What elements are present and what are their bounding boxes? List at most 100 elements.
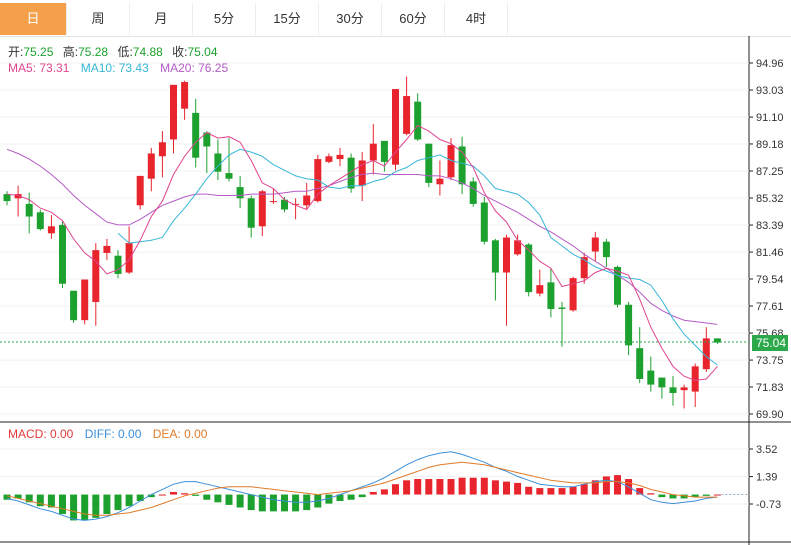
- macd-bar: [680, 494, 688, 499]
- candle-body: [658, 377, 666, 388]
- candle-body: [103, 245, 111, 253]
- candle-body: [514, 240, 522, 255]
- candle-body: [680, 387, 688, 391]
- macd-bar: [392, 484, 399, 495]
- kline-chart-svg: 94.96 93.03 91.10 89.18 87.25 85.32 83.39 81.46…: [0, 36, 791, 545]
- ma20-label: MA20: 76.25: [160, 61, 228, 75]
- macd-bar: [403, 480, 411, 495]
- macd-bar: [247, 494, 255, 511]
- macd-label: MACD: 0.00: [8, 427, 74, 441]
- candle-body: [225, 173, 233, 179]
- candle-body: [702, 338, 710, 370]
- macd-bar: [170, 491, 177, 495]
- macd-tick-label: 3.52: [756, 444, 777, 456]
- ohlc-readout: 开:75.25 高:75.28 低:74.88 收:75.04: [8, 44, 218, 59]
- candle-body: [136, 175, 144, 206]
- macd-bar: [347, 494, 355, 500]
- macd-bar: [436, 479, 444, 495]
- candle-body: [281, 199, 288, 210]
- macd-bar: [358, 494, 366, 498]
- macd-bar: [236, 494, 244, 508]
- candle-body: [214, 153, 222, 172]
- candle-body: [580, 257, 588, 279]
- macd-bar: [691, 494, 699, 498]
- macd-bar: [92, 494, 100, 518]
- macd-bar: [325, 494, 333, 504]
- macd-bar: [81, 494, 89, 521]
- open-label: 开:: [8, 45, 23, 59]
- macd-histogram: [3, 475, 721, 521]
- macd-bar: [203, 494, 211, 500]
- macd-axis-ticks: 3.52 1.39 -0.73: [749, 444, 781, 511]
- candle-body: [269, 201, 277, 203]
- candle-body: [36, 212, 44, 230]
- macd-bar: [336, 494, 344, 502]
- tab-15min[interactable]: 15分: [256, 3, 319, 35]
- candle-body: [303, 195, 311, 206]
- macd-bar: [269, 494, 277, 512]
- candle-body: [647, 370, 655, 385]
- candle-body: [203, 132, 211, 147]
- candle-body: [147, 153, 155, 179]
- price-tick-label: 87.25: [756, 166, 784, 178]
- price-tick-label: 93.03: [756, 85, 784, 97]
- macd-bar: [14, 494, 22, 499]
- price-tick-label: 79.54: [756, 274, 784, 286]
- candle-body: [3, 194, 11, 202]
- macd-bar: [503, 481, 510, 495]
- high-value: 75.28: [78, 45, 108, 59]
- ma20-line: [6, 148, 718, 325]
- macd-bar: [580, 484, 588, 495]
- candle-body: [325, 156, 333, 162]
- candle-body: [436, 178, 444, 185]
- macd-bar: [614, 475, 621, 495]
- candle-body: [469, 181, 477, 204]
- current-price-tag: [752, 335, 788, 351]
- macd-tick-label: -0.73: [756, 499, 781, 511]
- tab-4hour[interactable]: 4时: [445, 3, 508, 35]
- candle-body: [114, 255, 122, 274]
- macd-bar: [103, 494, 111, 514]
- candle-body: [403, 96, 411, 134]
- candle-body: [181, 82, 189, 109]
- macd-bar: [480, 477, 488, 495]
- low-value: 74.88: [133, 45, 163, 59]
- macd-bar: [447, 479, 455, 495]
- tab-5min[interactable]: 5分: [193, 3, 256, 35]
- diff-line: [6, 451, 718, 521]
- candle-body: [292, 203, 300, 205]
- tab-month[interactable]: 月: [130, 3, 193, 35]
- price-tick-label: 81.46: [756, 247, 784, 259]
- tab-30min[interactable]: 30分: [319, 3, 382, 35]
- price-tick-label: 77.61: [756, 301, 784, 313]
- candle-body: [547, 282, 555, 309]
- tab-week[interactable]: 周: [67, 3, 130, 35]
- macd-bar: [214, 494, 222, 503]
- ma10-label: MA10: 73.43: [81, 61, 149, 75]
- macd-bar: [3, 494, 11, 500]
- macd-bar: [114, 494, 122, 511]
- candle-body: [125, 243, 133, 273]
- candle-body: [558, 307, 566, 309]
- tab-60min[interactable]: 60分: [382, 3, 445, 35]
- price-tick-label: 83.39: [756, 220, 784, 232]
- macd-bar: [658, 494, 666, 498]
- price-tick-label: 91.10: [756, 112, 784, 124]
- macd-bar: [70, 494, 78, 521]
- macd-bar: [258, 494, 266, 512]
- price-tick-label: 73.75: [756, 355, 784, 367]
- tab-day[interactable]: 日: [0, 3, 67, 35]
- candle-body: [81, 279, 89, 321]
- current-price-value: 75.04: [756, 336, 786, 350]
- candle-body: [602, 241, 610, 258]
- macd-bar: [602, 476, 610, 495]
- candle-body: [92, 250, 100, 302]
- macd-bar: [525, 486, 533, 495]
- kline-chart[interactable]: 94.96 93.03 91.10 89.18 87.25 85.32 83.39 81.46…: [0, 36, 791, 545]
- candle-body: [380, 140, 388, 162]
- ma-readout: MA5: 73.31 MA10: 73.43 MA20: 76.25: [8, 61, 228, 75]
- low-label: 低:: [117, 45, 132, 59]
- candle-body: [392, 89, 399, 165]
- candle-body: [503, 237, 510, 273]
- macd-bar: [192, 494, 200, 496]
